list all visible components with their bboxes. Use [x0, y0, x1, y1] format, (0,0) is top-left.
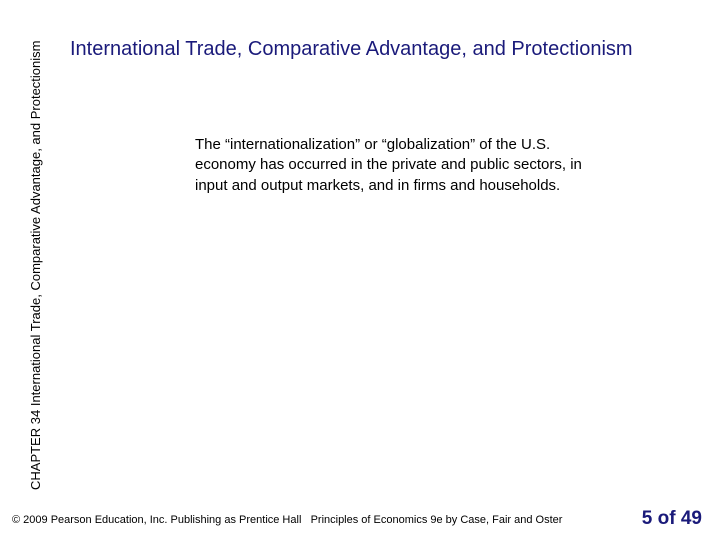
page-number: 5 of 49 — [642, 508, 702, 530]
chapter-title: International Trade, Comparative Advanta… — [28, 41, 43, 407]
page-current: 5 — [642, 508, 653, 529]
page-of-label: of — [658, 508, 676, 529]
chapter-number: CHAPTER 34 — [28, 410, 43, 490]
footer-book: Principles of Economics 9e by Case, Fair… — [311, 514, 563, 526]
page-total: 49 — [681, 508, 702, 529]
sidebar-chapter-label: CHAPTER 34 International Trade, Comparat… — [28, 41, 43, 491]
slide-title: International Trade, Comparative Advanta… — [70, 38, 633, 61]
footer-copyright: © 2009 Pearson Education, Inc. Publishin… — [12, 514, 301, 526]
slide-body-text: The “internationalization” or “globaliza… — [195, 135, 595, 196]
footer-text: © 2009 Pearson Education, Inc. Publishin… — [12, 514, 562, 526]
